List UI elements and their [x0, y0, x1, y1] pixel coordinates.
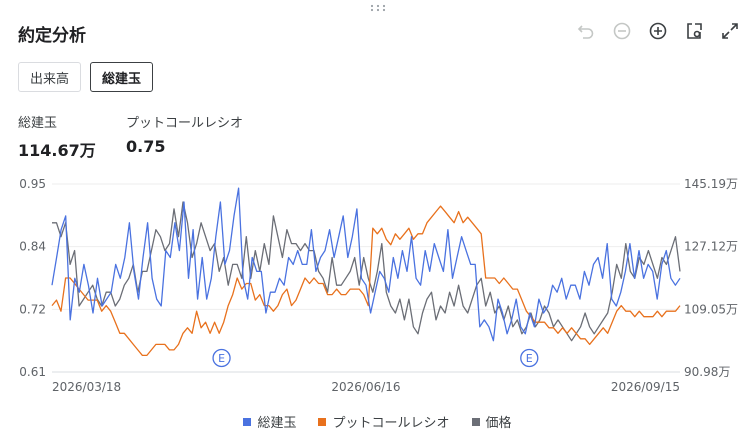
legend-swatch	[318, 417, 327, 426]
left-axis-tick-label: 0.84	[19, 240, 46, 254]
zoom-in-button[interactable]	[647, 20, 669, 42]
stat-label: プットコールレシオ	[126, 116, 244, 131]
export-button[interactable]	[683, 20, 705, 42]
stat-put-call-ratio: プットコールレシオ 0.75	[126, 112, 243, 156]
zoom-out-button[interactable]	[611, 20, 633, 42]
zoom-in-icon	[649, 22, 667, 40]
legend-label: 総建玉	[257, 416, 297, 431]
stat-value: 0.75	[126, 137, 166, 156]
x-axis-tick-label: 2026/03/18	[52, 380, 121, 394]
event-marker	[212, 348, 231, 368]
stat-value: 114.67万	[18, 141, 96, 160]
stat-label: 総建玉	[18, 116, 58, 131]
event-marker-label: E	[526, 352, 533, 365]
trade-analysis-chart[interactable]: 0.95 145.19万 0.84 127.12万 0.72 109.05万 0.61 90.…	[0, 170, 755, 400]
legend-swatch	[243, 417, 252, 426]
stat-open-interest: 総建玉 114.67万	[18, 112, 96, 161]
right-axis-tick-label: 109.05万	[684, 302, 738, 316]
right-axis-tick-label: 127.12万	[684, 240, 738, 254]
chart-legend: 総建玉 プットコールレシオ 価格	[0, 412, 755, 431]
left-axis-tick-label: 0.95	[19, 177, 46, 191]
export-icon	[687, 23, 702, 39]
legend-label: 価格	[485, 416, 512, 431]
x-axis-tick-label: 2026/06/16	[331, 380, 400, 394]
tab-volume[interactable]: 出来高	[18, 62, 82, 92]
left-axis-tick-label: 0.61	[19, 365, 46, 379]
legend-item-price[interactable]: 価格	[471, 412, 512, 431]
series-line-0	[51, 187, 681, 342]
event-marker-label: E	[218, 352, 225, 365]
undo-icon	[577, 25, 594, 39]
series-line-2	[52, 201, 681, 342]
right-axis-tick-label: 145.19万	[684, 177, 738, 191]
legend-item-open-interest[interactable]: 総建玉	[243, 412, 296, 431]
undo-button[interactable]	[575, 20, 597, 42]
legend-swatch	[471, 417, 480, 426]
right-axis-tick-label: 90.98万	[684, 365, 730, 379]
legend-label: プットコールレシオ	[332, 416, 450, 431]
event-marker	[520, 348, 539, 368]
fullscreen-button[interactable]	[719, 20, 741, 42]
left-axis-tick-label: 0.72	[19, 302, 46, 316]
chart-toolbar	[575, 20, 741, 42]
x-axis-tick-label: 2026/09/15	[611, 380, 680, 394]
metric-tabs: 出来高 総建玉	[18, 62, 154, 92]
zoom-out-icon	[613, 22, 631, 40]
tab-open-interest[interactable]: 総建玉	[90, 62, 154, 92]
legend-item-put-call-ratio[interactable]: プットコールレシオ	[318, 412, 450, 431]
fullscreen-icon	[722, 23, 738, 39]
drag-handle-icon[interactable]	[370, 4, 386, 12]
page-title: 約定分析	[18, 26, 86, 46]
series-line-1	[51, 205, 681, 357]
